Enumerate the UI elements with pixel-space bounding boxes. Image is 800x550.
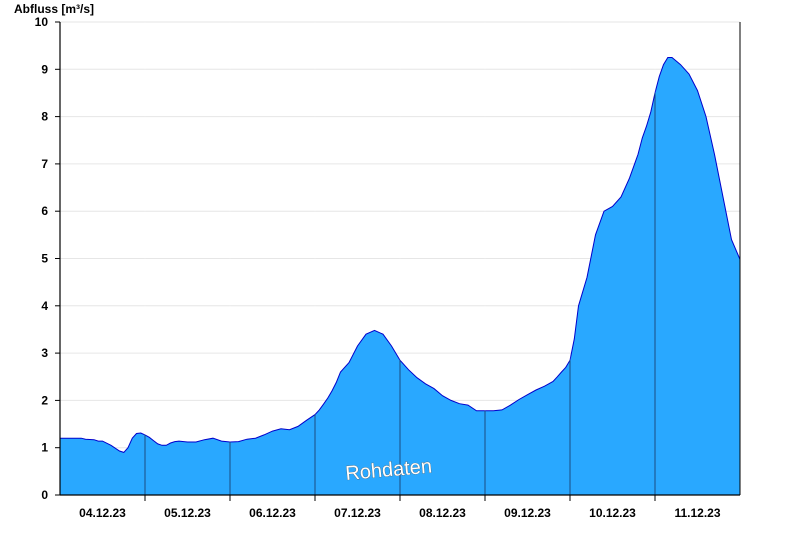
y-tick-label: 0 <box>41 488 48 502</box>
x-axis-ticks: 04.12.23 05.12.23 06.12.23 07.12.23 08.12.23… <box>79 495 721 520</box>
x-tick-label: 10.12.23 <box>589 506 636 520</box>
x-tick-label: 11.12.23 <box>674 506 720 520</box>
y-tick-label: 9 <box>41 62 48 76</box>
x-tick-label: 08.12.23 <box>419 506 466 520</box>
y-tick-label: 10 <box>35 15 49 29</box>
x-tick-label: 07.12.23 <box>334 506 381 520</box>
y-axis-title: Abfluss [m³/s] <box>14 2 94 16</box>
y-tick-label: 3 <box>41 346 48 360</box>
y-tick-label: 5 <box>41 252 48 266</box>
y-tick-label: 1 <box>41 441 48 455</box>
area-outline <box>60 57 741 453</box>
day-separator-lines <box>144 22 656 495</box>
y-tick-label: 2 <box>41 393 48 407</box>
grid-lines <box>60 21 740 449</box>
y-tick-label: 8 <box>41 110 48 124</box>
y-tick-label: 4 <box>41 299 48 313</box>
x-tick-label: 04.12.23 <box>79 506 126 520</box>
x-tick-label: 05.12.23 <box>164 506 211 520</box>
y-axis-ticks: 0 1 2 3 4 5 6 7 8 9 10 <box>35 15 60 502</box>
x-tick-label: 09.12.23 <box>504 506 551 520</box>
y-tick-label: 7 <box>41 157 48 171</box>
y-tick-label: 6 <box>41 204 48 218</box>
x-tick-label: 06.12.23 <box>249 506 296 520</box>
